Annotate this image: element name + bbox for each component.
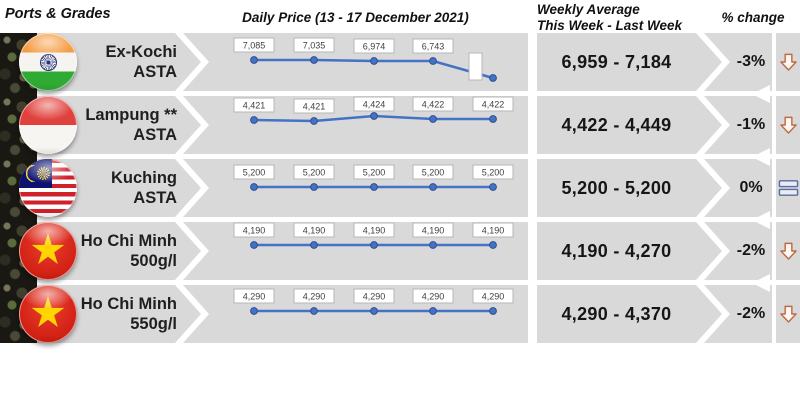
daily-price-chart-band: 5,200 5,200 5,200 5,200 5,200 [183,159,528,217]
row-gap-arrow [752,84,770,103]
port-grade: ASTA [133,126,177,144]
trend-icon-strip [776,222,800,280]
flag-malaysia-icon [19,159,77,217]
port-grade: ASTA [133,189,177,207]
flag-india-icon [19,33,77,91]
trend-icon-strip [776,159,800,217]
svg-text:4,422: 4,422 [422,100,445,110]
svg-text:5,200: 5,200 [422,168,445,178]
pct-change-value: -2% [736,242,766,259]
port-row-hcm-500: Ho Chi Minh 500g/l 4,190 4,190 4,190 4,190 4… [0,222,800,280]
weekly-average-value: 4,290 - 4,370 [561,303,672,324]
flag-vietnam-icon [19,222,77,280]
pct-change-value: -2% [736,305,766,322]
weekly-average-value: 5,200 - 5,200 [561,177,672,198]
svg-text:4,190: 4,190 [303,226,326,236]
pct-change-value: 0% [739,179,763,196]
port-row-ex-kochi: Ex-Kochi ASTA 7,085 7,035 6,974 6,743 6,959… [0,33,800,91]
arrow-down-icon [778,304,799,325]
trend-icon-strip [776,96,800,154]
header-ports-grades: Ports & Grades [5,6,111,22]
svg-text:4,290: 4,290 [363,292,386,302]
port-name: Ho Chi Minh [80,295,177,313]
trend-icon-strip [776,33,800,91]
weekly-average-band: 4,190 - 4,270 [537,222,722,280]
arrow-down-icon [778,52,799,73]
svg-text:4,190: 4,190 [363,226,386,236]
daily-price-chart-band: 7,085 7,035 6,974 6,743 [183,33,528,91]
svg-text:4,190: 4,190 [482,226,505,236]
svg-text:5,200: 5,200 [303,168,326,178]
port-name: Lampung ** [85,106,177,124]
svg-text:4,190: 4,190 [243,226,266,236]
flag-indonesia-icon [19,96,77,154]
header-weekly-line1: Weekly Average [537,2,640,17]
svg-text:4,421: 4,421 [243,101,266,111]
port-name: Ex-Kochi [105,43,177,61]
header-daily-price: Daily Price (13 - 17 December 2021) [242,10,469,25]
header-weekly-line2: This Week - Last Week [537,18,683,33]
daily-price-chart-band: 4,421 4,421 4,424 4,422 4,422 [183,96,528,154]
header-weekly-average: Weekly Average This Week - Last Week [537,2,682,34]
svg-text:6,974: 6,974 [363,42,386,52]
svg-text:4,421: 4,421 [303,102,326,112]
price-sparkline: 4,421 4,421 4,424 4,422 4,422 [233,96,514,125]
flag-gloss [19,96,77,154]
port-name: Kuching [111,169,177,187]
svg-text:4,424: 4,424 [363,100,386,110]
trend-icon-strip [776,285,800,343]
svg-text:4,290: 4,290 [422,292,445,302]
port-grade: 500g/l [130,252,177,270]
svg-text:5,200: 5,200 [482,168,505,178]
pct-change-value: -3% [736,53,766,70]
row-gap-arrow [752,273,770,292]
pct-change-value: -1% [736,116,766,133]
equals-icon [778,179,799,197]
daily-price-chart-band: 4,290 4,290 4,290 4,290 4,290 [183,285,528,343]
arrow-down-icon [778,115,799,136]
svg-text:4,422: 4,422 [482,100,505,110]
port-grade: 550g/l [130,315,177,333]
price-sparkline: 5,200 5,200 5,200 5,200 5,200 [233,164,514,191]
weekly-average-band: 5,200 - 5,200 [537,159,722,217]
price-sparkline: 4,290 4,290 4,290 4,290 4,290 [233,288,514,315]
weekly-average-value: 4,422 - 4,449 [561,114,672,135]
flag-gloss [19,159,77,217]
daily-price-chart-band: 4,190 4,190 4,190 4,190 4,190 [183,222,528,280]
price-sparkline: 4,190 4,190 4,190 4,190 4,190 [233,222,514,249]
svg-text:4,290: 4,290 [482,292,505,302]
svg-text:7,035: 7,035 [303,41,326,51]
price-sparkline: 7,085 7,035 6,974 6,743 [233,37,497,82]
svg-text:4,190: 4,190 [422,226,445,236]
port-name: Ho Chi Minh [80,232,177,250]
port-grade: ASTA [133,63,177,81]
arrow-down-icon [778,241,799,262]
weekly-average-band: 4,290 - 4,370 [537,285,722,343]
svg-text:6,743: 6,743 [422,42,445,52]
port-row-hcm-550: Ho Chi Minh 550g/l 4,290 4,290 4,290 4,290 4… [0,285,800,343]
flag-gloss [19,285,77,343]
weekly-average-value: 6,959 - 7,184 [561,51,672,72]
flag-gloss [19,222,77,280]
flag-gloss [19,33,77,91]
svg-text:4,290: 4,290 [303,292,326,302]
svg-text:5,200: 5,200 [243,168,266,178]
svg-text:7,085: 7,085 [243,41,266,51]
weekly-average-value: 4,190 - 4,270 [561,240,672,261]
row-gap-arrow [752,147,770,166]
svg-text:5,200: 5,200 [363,168,386,178]
port-row-lampung: Lampung ** ASTA 4,421 4,421 4,424 4,422 4,42… [0,96,800,154]
svg-text:4,290: 4,290 [243,292,266,302]
header-pct-change: % change [721,10,785,25]
weekly-average-band: 4,422 - 4,449 [537,96,722,154]
row-gap-arrow [752,210,770,229]
port-row-kuching: Kuching ASTA 5,200 5,200 5,200 5,200 5,200 5… [0,159,800,217]
weekly-average-band: 6,959 - 7,184 [537,33,722,91]
flag-vietnam-icon [19,285,77,343]
